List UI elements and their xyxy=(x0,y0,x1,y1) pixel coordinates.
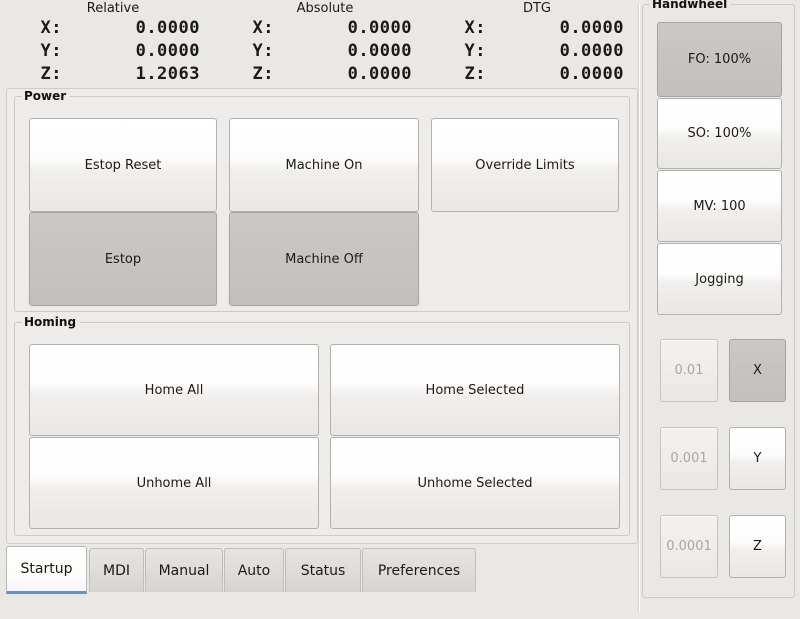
machine-off-button[interactable]: Machine Off xyxy=(229,212,419,306)
dro-axis-label: Y: xyxy=(252,41,274,61)
dro-row: Y: 0.0000 xyxy=(430,41,630,64)
max-velocity-button[interactable]: MV: 100 xyxy=(657,170,782,242)
jogging-mode-button[interactable]: Jogging xyxy=(657,243,782,315)
tab-status[interactable]: Status xyxy=(285,548,361,592)
jog-increment-0-001-button[interactable]: 0.001 xyxy=(660,427,718,490)
axis-z-button[interactable]: Z xyxy=(729,515,786,578)
dro-axis-value: 0.0000 xyxy=(559,41,624,61)
dro-column-title: Relative xyxy=(86,1,140,16)
homing-group: Homing xyxy=(14,315,630,536)
tab-mdi[interactable]: MDI xyxy=(89,548,144,592)
dro-row: X: 0.0000 xyxy=(430,18,630,41)
dro-axis-label: Z: xyxy=(40,64,62,84)
machine-on-button[interactable]: Machine On xyxy=(229,118,419,212)
estop-button[interactable]: Estop xyxy=(29,212,217,306)
dro-axis-label: Y: xyxy=(40,41,62,61)
handwheel-group-label: Handwheel xyxy=(650,0,732,11)
dro-axis-value: 0.0000 xyxy=(135,18,200,38)
dro-row: Z: 0.0000 xyxy=(430,64,630,87)
dro-axis-value: 1.2063 xyxy=(135,64,200,84)
tab-preferences[interactable]: Preferences xyxy=(362,548,476,592)
dro-column-dtg: DTG X: 0.0000 Y: 0.0000 Z: 0.0000 xyxy=(430,0,630,87)
jog-increment-0-01-button[interactable]: 0.01 xyxy=(660,339,718,402)
dro-axis-label: Y: xyxy=(464,41,486,61)
dro-axis-label: Z: xyxy=(252,64,274,84)
power-group-label: Power xyxy=(22,89,71,103)
dro-row: Z: 0.0000 xyxy=(218,64,418,87)
tab-auto[interactable]: Auto xyxy=(224,548,284,592)
dro-readout: Relative X: 0.0000 Y: 0.0000 Z: 1.2063 A… xyxy=(0,0,638,86)
dro-axis-label: X: xyxy=(464,18,486,38)
unhome-selected-button[interactable]: Unhome Selected xyxy=(330,437,620,529)
dro-column-absolute: Absolute X: 0.0000 Y: 0.0000 Z: 0.0000 xyxy=(218,0,418,87)
homing-group-label: Homing xyxy=(22,315,81,329)
feed-override-button[interactable]: FO: 100% xyxy=(657,22,782,97)
override-limits-button[interactable]: Override Limits xyxy=(431,118,619,212)
dro-axis-value: 0.0000 xyxy=(347,18,412,38)
panel-separator xyxy=(638,4,640,612)
dro-column-relative: Relative X: 0.0000 Y: 0.0000 Z: 1.2063 xyxy=(6,0,206,87)
dro-row: Y: 0.0000 xyxy=(218,41,418,64)
dro-axis-value: 0.0000 xyxy=(135,41,200,61)
tab-manual[interactable]: Manual xyxy=(145,548,223,592)
dro-axis-value: 0.0000 xyxy=(559,18,624,38)
tab-bar: Startup MDI Manual Auto Status Preferenc… xyxy=(0,546,638,596)
axis-y-button[interactable]: Y xyxy=(729,427,786,490)
dro-axis-label: Z: xyxy=(464,64,486,84)
dro-axis-label: X: xyxy=(40,18,62,38)
axis-x-button[interactable]: X xyxy=(729,339,786,402)
spindle-override-button[interactable]: SO: 100% xyxy=(657,98,782,169)
tab-startup[interactable]: Startup xyxy=(6,546,87,594)
unhome-all-button[interactable]: Unhome All xyxy=(29,437,319,529)
dro-row: X: 0.0000 xyxy=(218,18,418,41)
dro-column-title: Absolute xyxy=(296,1,354,16)
dro-axis-value: 0.0000 xyxy=(347,64,412,84)
dro-axis-value: 0.0000 xyxy=(347,41,412,61)
home-all-button[interactable]: Home All xyxy=(29,344,319,436)
handwheel-group: Handwheel xyxy=(642,0,795,598)
dro-row: Z: 1.2063 xyxy=(6,64,206,87)
home-selected-button[interactable]: Home Selected xyxy=(330,344,620,436)
dro-column-title: DTG xyxy=(522,1,552,16)
dro-axis-label: X: xyxy=(252,18,274,38)
dro-row: X: 0.0000 xyxy=(6,18,206,41)
power-group: Power xyxy=(14,89,630,312)
jog-increment-0-0001-button[interactable]: 0.0001 xyxy=(660,515,718,578)
dro-row: Y: 0.0000 xyxy=(6,41,206,64)
dro-axis-value: 0.0000 xyxy=(559,64,624,84)
estop-reset-button[interactable]: Estop Reset xyxy=(29,118,217,212)
